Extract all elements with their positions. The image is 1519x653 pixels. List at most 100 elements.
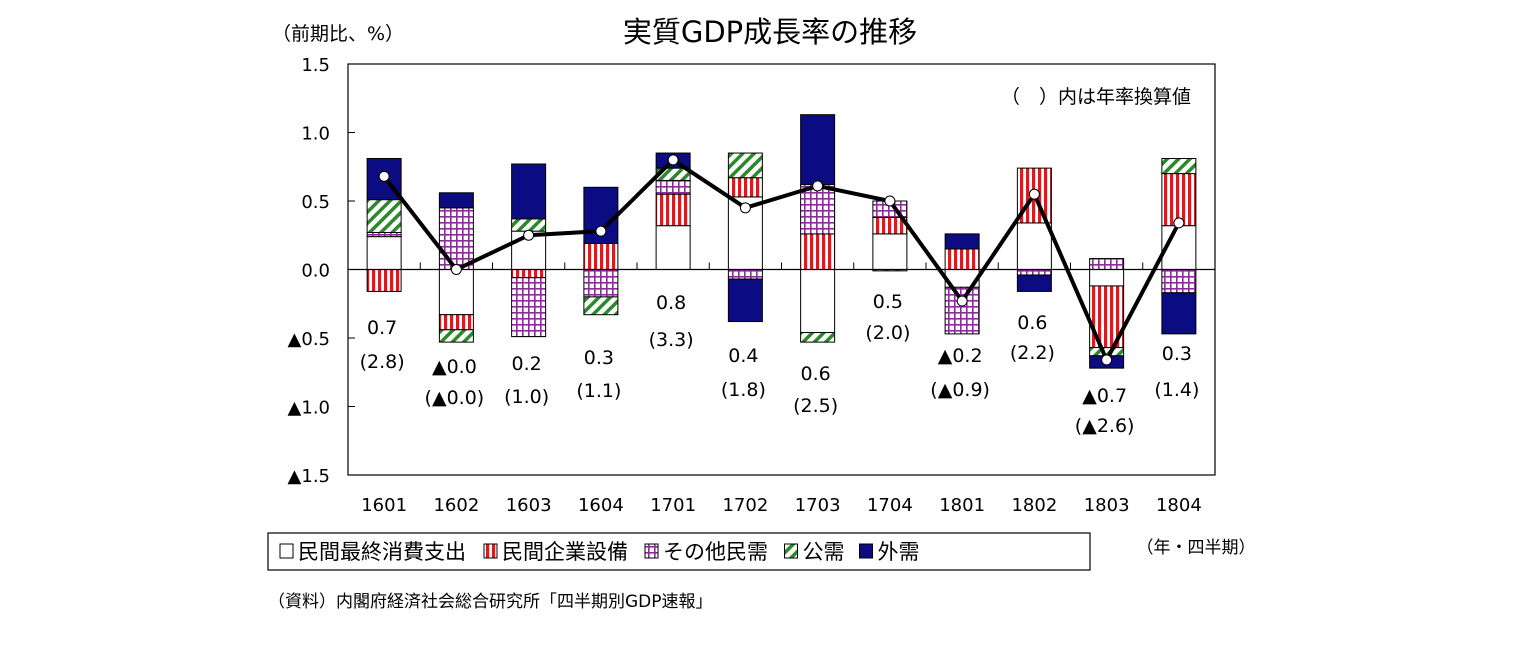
bar-segment (438, 329, 474, 343)
data-label-annualized: (▲0.9) (930, 379, 990, 401)
bar-segment (1161, 269, 1197, 294)
data-label-value: ▲0.2 (938, 345, 983, 367)
data-label-annualized: (1.8) (721, 379, 766, 401)
y-axis-label: （前期比、%） (272, 23, 404, 45)
legend-label: 民間最終消費支出 (298, 540, 466, 564)
legend-label: 民間企業設備 (502, 540, 628, 564)
y-tick-label: ▲1.5 (288, 466, 330, 487)
x-axis-label: （年・四半期） (1137, 538, 1256, 558)
data-label-value: 0.8 (656, 292, 686, 314)
x-tick-label: 1804 (1156, 495, 1202, 516)
bar-segment (944, 248, 980, 270)
bar-segment (800, 269, 836, 334)
bar-segment (727, 269, 763, 280)
data-label-annualized: (3.3) (649, 329, 694, 351)
y-tick-label: 1.0 (301, 124, 330, 145)
bar-segment (511, 277, 547, 338)
legend-swatch (784, 543, 798, 559)
data-label-value: 0.7 (367, 317, 397, 339)
gdp-point (812, 180, 824, 192)
gdp-point (450, 264, 462, 275)
data-label-annualized: (1.4) (1154, 379, 1199, 401)
gdp-line (382, 157, 1181, 365)
gdp-point (523, 229, 535, 241)
legend-swatch (859, 543, 873, 559)
x-tick-label: 1802 (1011, 495, 1057, 516)
bar-segment (655, 193, 691, 227)
gdp-point (1028, 188, 1040, 200)
chart-title: 実質GDP成長率の推移 (623, 15, 917, 49)
bar-segment (1016, 269, 1052, 276)
x-tick-label: 1704 (867, 495, 913, 516)
legend-swatch (644, 543, 659, 559)
bar-segment (727, 177, 763, 198)
data-label-value: ▲0.0 (432, 356, 477, 378)
bar-segment (366, 232, 402, 238)
data-label-value: 0.6 (801, 363, 831, 385)
bar-segment (438, 192, 474, 209)
data-label-value: 0.5 (873, 291, 903, 313)
y-tick-label: 0.5 (301, 192, 330, 213)
x-tick-label: 1604 (578, 495, 624, 516)
gdp-point (667, 154, 679, 166)
bar-segment (1161, 292, 1197, 335)
bar-segment (655, 225, 691, 271)
data-label-annualized: (2.2) (1010, 342, 1055, 364)
gdp-point (595, 225, 607, 237)
bar-segment (800, 114, 836, 186)
x-tick-label: 1801 (939, 495, 985, 516)
data-label-annualized: (1.0) (504, 386, 549, 408)
legend-swatch (279, 543, 294, 559)
data-label-value: 0.6 (1017, 312, 1047, 334)
bar-segment (800, 184, 836, 235)
source-note: （資料）内閣府経済社会総合研究所「四半期別GDP速報」 (268, 592, 713, 612)
data-label-annualized: (▲2.6) (1075, 415, 1135, 437)
bar-segment (800, 233, 836, 271)
bar-segment (583, 269, 619, 298)
bar-segment (655, 179, 691, 195)
bar-segment (438, 269, 474, 316)
data-label-value: 0.4 (728, 345, 758, 367)
data-label-annualized: (2.8) (360, 351, 405, 373)
x-tick-label: 1601 (361, 495, 407, 516)
gdp-point (1173, 217, 1185, 229)
bar-segment (366, 236, 402, 270)
data-label-value: 0.2 (512, 353, 542, 375)
data-label-annualized: (1.1) (576, 380, 621, 402)
plot-area: 1.5 1.0 0.5 0.0 ▲0.5 ▲1.0 ▲1.5 1601 1602 1603 1604… (288, 55, 1216, 516)
bar-segment (583, 242, 619, 271)
legend-label: その他民需 (663, 540, 768, 564)
gdp-point (884, 195, 896, 207)
bar-segment (438, 314, 474, 331)
gdp-point (739, 202, 751, 214)
y-tick-label: 0.0 (301, 261, 330, 282)
data-label-value: 0.3 (1162, 343, 1192, 365)
legend-box (267, 532, 1091, 571)
bar-segment (1089, 269, 1125, 287)
bar-segment (438, 207, 474, 271)
y-tick-label: 1.5 (301, 55, 330, 76)
x-tick-label: 1703 (795, 495, 841, 516)
y-tick-label: ▲0.5 (288, 329, 330, 350)
legend-label: 公需 (803, 540, 845, 564)
x-tick-label: 1803 (1084, 495, 1130, 516)
bar-segment (1089, 258, 1125, 271)
data-label-value: 0.3 (584, 347, 614, 369)
y-tick-label: ▲1.0 (288, 398, 330, 419)
gdp-point (956, 295, 968, 307)
bar-segment (727, 152, 763, 179)
bar-segment (944, 286, 980, 335)
data-label-annualized: (2.5) (793, 395, 838, 417)
data-label-value: ▲0.7 (1082, 385, 1127, 407)
bar-segment (366, 269, 402, 292)
bar-segment (511, 269, 547, 279)
gdp-point (378, 170, 390, 182)
legend-label: 外需 (878, 540, 920, 564)
bar-segment (800, 332, 836, 343)
x-tick-label: 1701 (650, 495, 696, 516)
gdp-point (1101, 354, 1113, 366)
bar-segment (366, 199, 402, 234)
legend: 民間最終消費支出 民間企業設備 その他民需 公需 外需 (267, 532, 1091, 571)
x-tick-label: 1602 (433, 495, 479, 516)
